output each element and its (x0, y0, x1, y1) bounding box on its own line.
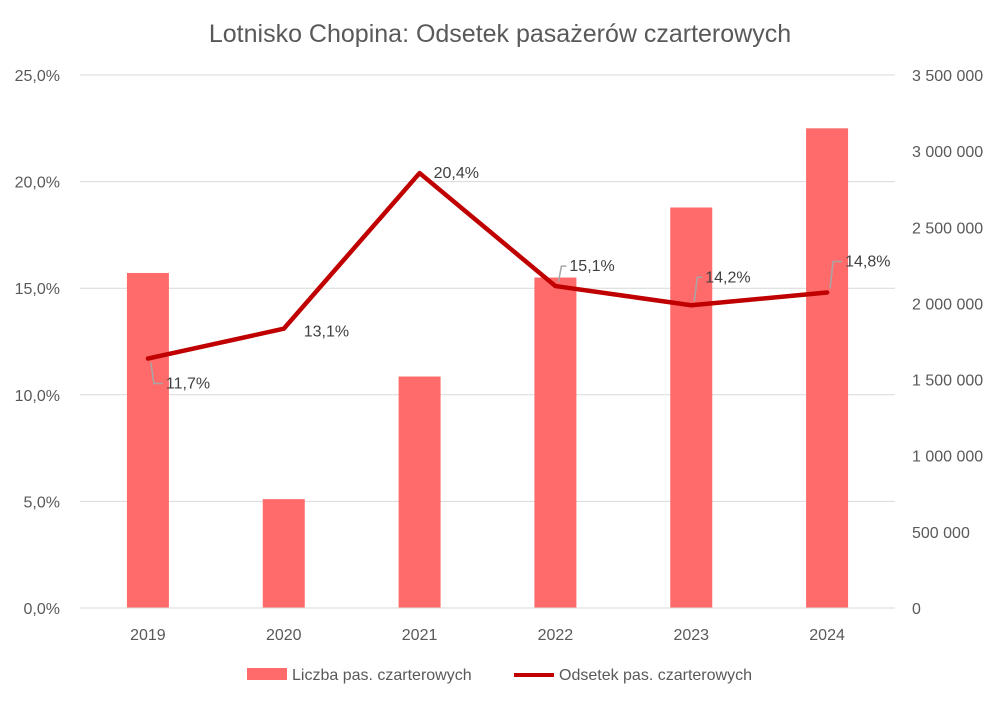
bar (670, 207, 713, 608)
leader-line (557, 265, 567, 283)
bar (398, 376, 441, 608)
line-point (553, 284, 558, 289)
leader-line (693, 276, 703, 302)
bar (262, 499, 305, 608)
right-tick-label: 0 (912, 601, 921, 618)
x-tick-label: 2020 (266, 627, 302, 644)
x-tick-label: 2023 (673, 627, 709, 644)
x-tick-label: 2022 (538, 627, 574, 644)
data-label: 20,4% (434, 165, 479, 182)
data-label: 14,2% (705, 269, 750, 286)
right-tick-label: 1 500 000 (912, 373, 983, 390)
line-point (145, 356, 150, 361)
right-tick-label: 2 000 000 (912, 296, 983, 313)
data-label: 14,8% (845, 253, 890, 270)
left-tick-label: 20,0% (15, 175, 60, 192)
leader-line (150, 362, 163, 385)
bar (126, 272, 169, 608)
line-point (281, 326, 286, 331)
right-tick-label: 2 500 000 (912, 220, 983, 237)
x-tick-label: 2021 (402, 627, 438, 644)
line-point (417, 171, 422, 176)
legend: Liczba pas. czarterowych Odsetek pas. cz… (247, 667, 752, 684)
line-point (825, 290, 830, 295)
left-tick-label: 15,0% (15, 281, 60, 298)
bar-series (126, 128, 849, 609)
left-tick-label: 5,0% (24, 494, 60, 511)
line-series: 11,7% 13,1% 20,4% 15,1% 14,2% 14,8% (145, 165, 890, 393)
right-tick-label: 1 000 000 (912, 449, 983, 466)
chart-title: Lotnisko Chopina: Odsetek pasażerów czar… (209, 20, 791, 48)
left-axis: 0,0% 5,0% 10,0% 15,0% 20,0% 25,0% (15, 68, 60, 618)
leader-line (829, 260, 843, 289)
data-label: 11,7% (166, 376, 210, 393)
bar (534, 277, 577, 608)
left-tick-label: 25,0% (15, 68, 60, 85)
legend-label-line: Odsetek pas. czarterowych (559, 667, 752, 684)
right-tick-label: 3 500 000 (912, 68, 983, 85)
right-axis: 0 500 000 1 000 000 1 500 000 2 000 000 2 500… (912, 68, 983, 618)
line-point (689, 303, 694, 308)
line-path (145, 170, 830, 361)
x-tick-label: 2019 (130, 627, 166, 644)
left-tick-label: 10,0% (15, 388, 60, 405)
gridlines (80, 74, 895, 609)
legend-label-bar: Liczba pas. czarterowych (292, 667, 472, 684)
right-tick-label: 3 000 000 (912, 144, 983, 161)
bar (806, 128, 849, 609)
data-label: 13,1% (304, 324, 349, 341)
left-tick-label: 0,0% (24, 601, 60, 618)
legend-swatch-bar (247, 668, 287, 680)
right-tick-label: 500 000 (912, 525, 970, 542)
x-tick-label: 2024 (809, 627, 845, 644)
data-label: 15,1% (569, 258, 614, 275)
x-axis: 2019 2020 2021 2022 2023 2024 (80, 607, 895, 644)
